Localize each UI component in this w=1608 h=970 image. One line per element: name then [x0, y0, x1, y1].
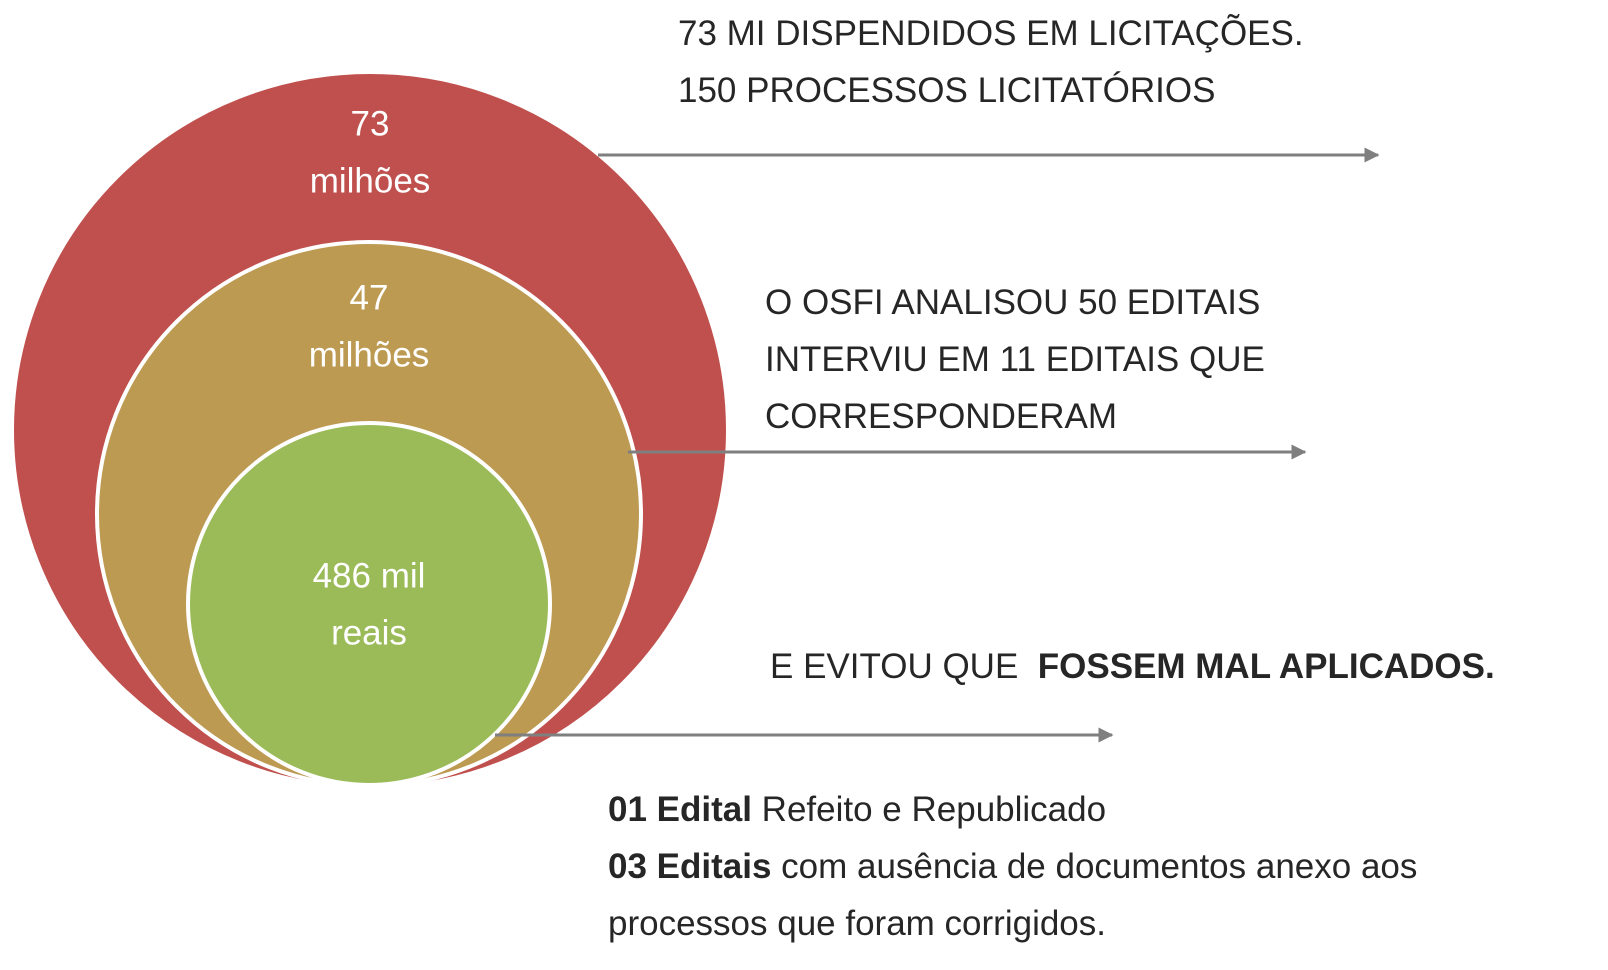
note-text: 01 Edital — [608, 790, 752, 829]
circle-label: 486 mil — [313, 556, 426, 595]
circle-label: 73 — [351, 104, 390, 143]
note-text: 03 Editais — [608, 847, 771, 886]
note-line: O OSFI ANALISOU 50 EDITAIS — [765, 283, 1260, 322]
note-line: INTERVIU EM 11 EDITAIS QUE — [765, 340, 1265, 379]
note-text: FOSSEM MAL APLICADOS. — [1038, 647, 1495, 686]
note-text: CORRESPONDERAM — [765, 397, 1117, 436]
note-text: O OSFI ANALISOU 50 EDITAIS — [765, 283, 1260, 322]
note-line: processos que foram corrigidos. — [608, 904, 1106, 943]
note-text: Refeito e Republicado — [752, 790, 1106, 829]
note-text: E EVITOU QUE — [770, 647, 1038, 686]
note-line: 150 PROCESSOS LICITATÓRIOS — [678, 71, 1215, 110]
note-line: E EVITOU QUE FOSSEM MAL APLICADOS. — [770, 647, 1495, 686]
note-text: 73 MI DISPENDIDOS EM LICITAÇÕES. — [678, 13, 1304, 53]
circle-label: 47 — [350, 278, 389, 317]
circle-label: reais — [331, 613, 407, 652]
circle-label: milhões — [310, 161, 431, 200]
note-line: 01 Edital Refeito e Republicado — [608, 790, 1106, 829]
circle — [186, 421, 552, 787]
note-line: 03 Editais com ausência de documentos an… — [608, 847, 1417, 886]
circle-label: milhões — [309, 335, 430, 374]
note-text: processos que foram corrigidos. — [608, 904, 1106, 943]
note-text: 150 PROCESSOS LICITATÓRIOS — [678, 71, 1215, 110]
note-line: 73 MI DISPENDIDOS EM LICITAÇÕES. — [678, 13, 1304, 53]
note-text: INTERVIU EM 11 EDITAIS QUE — [765, 340, 1265, 379]
note-line: CORRESPONDERAM — [765, 397, 1117, 436]
note-text: com ausência de documentos anexo aos — [771, 847, 1417, 886]
